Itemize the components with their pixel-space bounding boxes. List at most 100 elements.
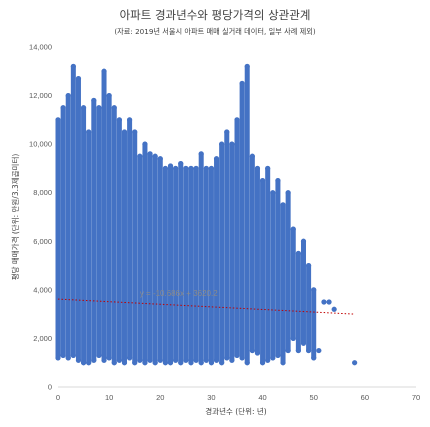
data-point [193, 165, 199, 172]
data-point [137, 153, 143, 159]
data-point [219, 141, 225, 147]
data-point [137, 357, 143, 363]
data-point [80, 360, 87, 366]
data-point [111, 360, 117, 366]
data-point [295, 347, 301, 354]
data-point [55, 355, 61, 361]
data-point [96, 105, 102, 111]
data-point [265, 357, 271, 363]
data-point [111, 105, 117, 111]
data-point [244, 360, 250, 366]
data-point [65, 92, 71, 99]
x-tick-label: 10 [105, 393, 113, 402]
data-point [280, 202, 286, 208]
data-point [259, 177, 266, 184]
y-tick-label: 10,000 [29, 140, 52, 149]
data-point [219, 360, 225, 366]
data-point [331, 306, 337, 312]
data-point [106, 92, 112, 99]
data-point [188, 165, 194, 172]
data-point [91, 97, 97, 104]
y-tick-label: 12,000 [29, 91, 52, 100]
data-point [352, 360, 358, 366]
data-point [178, 160, 184, 167]
data-point [311, 287, 317, 293]
data-point [285, 190, 291, 196]
data-point [280, 360, 286, 366]
data-point [275, 177, 281, 184]
y-tick-label: 8,000 [33, 188, 52, 197]
data-point [224, 355, 230, 361]
data-point [198, 360, 204, 366]
data-point [183, 165, 189, 172]
x-tick-label: 50 [310, 393, 318, 402]
data-point [96, 352, 102, 359]
data-point [193, 357, 199, 363]
y-tick-label: 14,000 [29, 43, 52, 52]
data-point [173, 357, 179, 363]
x-tick-label: 0 [56, 393, 60, 402]
data-point [234, 117, 240, 123]
data-point [270, 190, 276, 196]
data-point [162, 165, 168, 172]
data-point [101, 357, 107, 363]
data-point [60, 105, 66, 111]
data-points [55, 63, 358, 366]
y-axis-title: 평당 매매가격 (단위: 만원/3.3제곱미터) [10, 154, 20, 281]
data-point [167, 360, 174, 366]
chart-title: 아파트 경과년수와 평당가격의 상관관계 [120, 8, 311, 22]
x-tick-label: 60 [361, 393, 369, 402]
data-point [198, 151, 204, 157]
trendline-equation: y = -10.686x + 3620.2 [140, 289, 218, 298]
trendline [57, 298, 355, 315]
data-point [70, 63, 76, 70]
data-point [132, 360, 138, 366]
data-point [224, 129, 230, 135]
data-point [75, 357, 82, 363]
data-point [249, 347, 255, 354]
data-point [162, 360, 168, 366]
data-point [127, 355, 133, 361]
data-point [91, 357, 97, 363]
data-point [203, 165, 209, 172]
x-tick-label: 30 [207, 393, 215, 402]
data-point [208, 165, 215, 172]
data-point [316, 347, 322, 354]
data-point [121, 360, 128, 366]
y-tick-label: 0 [48, 383, 52, 392]
data-point [285, 347, 291, 354]
data-point [326, 299, 332, 305]
data-point [275, 352, 281, 359]
data-point [254, 350, 261, 356]
data-point [132, 129, 138, 135]
data-point [70, 352, 76, 359]
data-point [290, 226, 296, 232]
x-axis-ticks: 0 10 20 30 40 50 60 70 [56, 393, 420, 402]
x-tick-label: 40 [258, 393, 266, 402]
data-point [106, 355, 112, 361]
data-point [157, 357, 163, 363]
data-point [234, 352, 240, 359]
data-point [213, 156, 220, 162]
data-point [239, 80, 245, 87]
x-tick-label: 70 [412, 393, 420, 402]
data-point [142, 141, 148, 147]
x-tick-label: 20 [156, 393, 164, 402]
data-point [239, 355, 245, 361]
data-point [300, 340, 307, 346]
data-point [254, 165, 261, 172]
data-point [249, 153, 255, 159]
data-point [188, 360, 194, 366]
data-point [178, 360, 184, 366]
chart-subtitle: (자료: 2019년 서울시 아파트 매매 실거래 데이터, 일부 사례 제외) [114, 27, 315, 36]
y-tick-label: 6,000 [33, 237, 52, 246]
y-tick-label: 2,000 [33, 334, 52, 343]
data-point [116, 357, 122, 363]
data-point [295, 250, 301, 257]
data-point [147, 151, 153, 157]
x-axis-title: 경과년수 (단위: 년) [205, 406, 267, 416]
data-point [167, 163, 174, 169]
data-point [60, 352, 66, 359]
data-point [173, 165, 179, 172]
